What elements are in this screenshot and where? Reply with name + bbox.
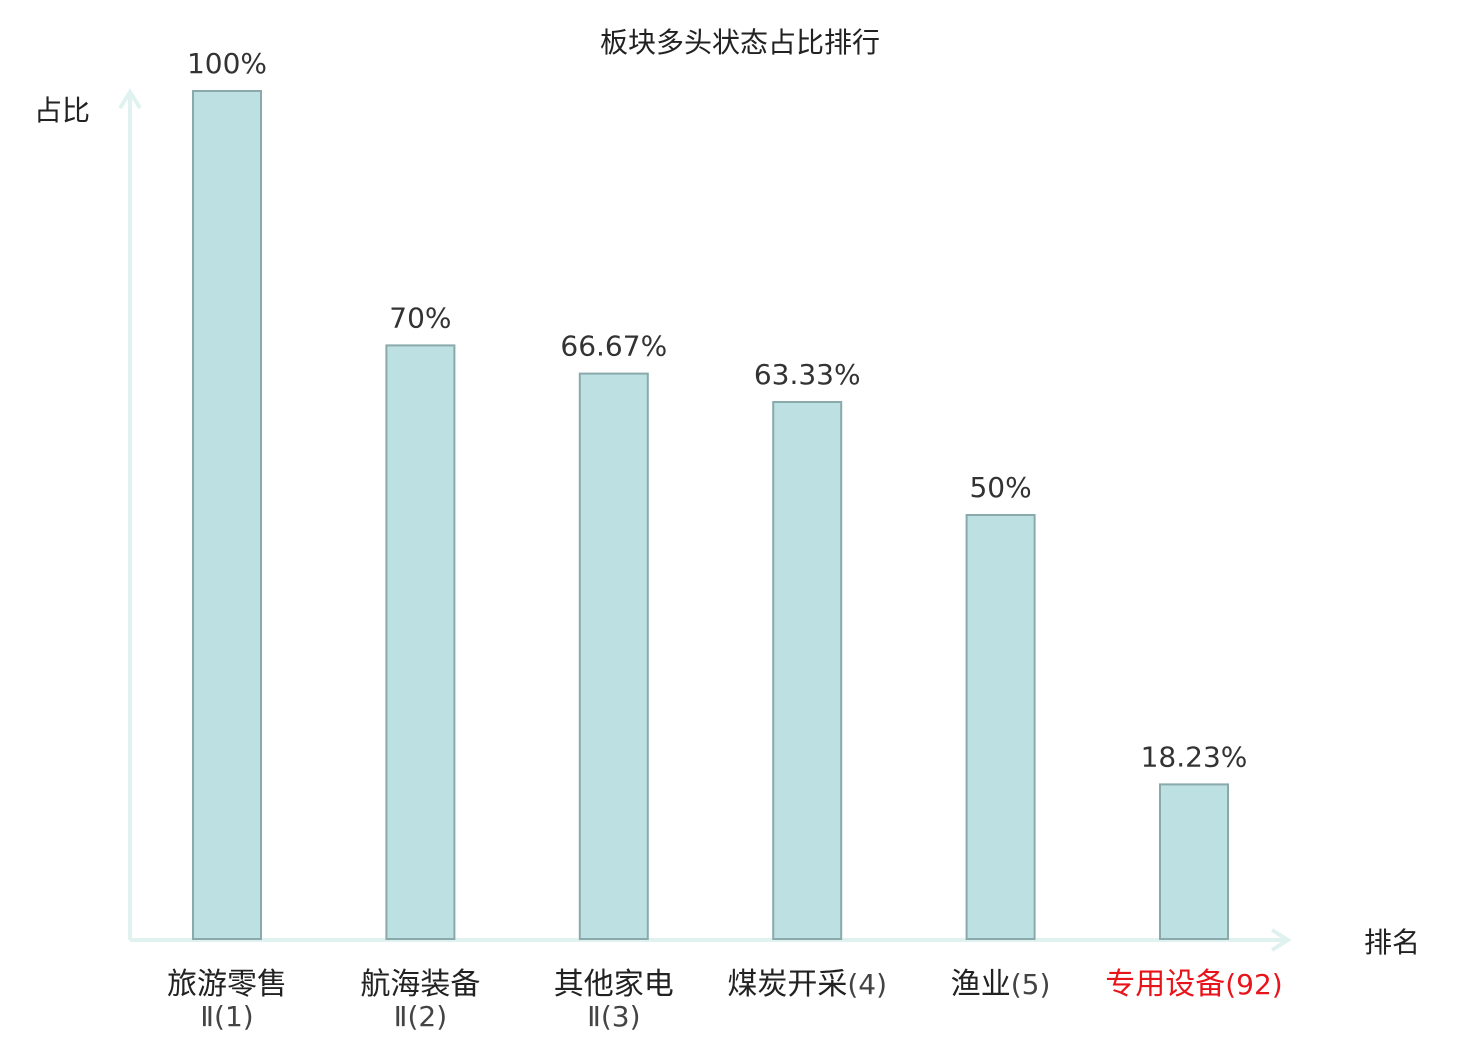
category-rank: Ⅱ(2) [394,1000,447,1033]
bar [385,344,456,940]
value-label: 50% [969,471,1031,504]
value-label: 70% [389,301,451,334]
x-axis-arrow [1270,928,1292,952]
bar [1159,783,1229,941]
value-label: 66.67% [560,330,667,363]
axes [118,88,1292,952]
bar [965,514,1036,940]
category-label: 其他家电 Ⅱ(3) [554,967,674,1033]
category-name: 旅游零售 [167,967,287,1002]
category-labels-group: 旅游零售 Ⅱ(1) 航海装备 Ⅱ(2) 其他家电 Ⅱ(3) 煤炭开采(4) 渔业(5) 专用设备… [167,967,1283,1033]
y-axis-label: 占比 [34,94,90,127]
value-label: 18.23% [1141,740,1248,773]
bar [772,401,843,940]
category-rank: Ⅱ(3) [587,1000,640,1033]
chart-title: 板块多头状态占比排行 [600,26,880,59]
category-rank: (4) [847,968,887,1001]
category-name: 其他家电 [554,967,674,1002]
category-rank: (92) [1225,968,1282,1001]
category-name: 专用设备 [1105,967,1225,1002]
bar [192,90,262,940]
category-label: 专用设备(92) [1105,967,1282,1002]
value-label: 63.33% [754,358,861,391]
y-axis-arrow [118,88,142,110]
category-rank: (5) [1011,968,1051,1001]
category-name: 煤炭开采 [727,967,847,1002]
category-label: 旅游零售 Ⅱ(1) [167,967,287,1033]
category-name: 渔业 [951,967,1011,1002]
x-axis-label: 排名 [1364,926,1420,959]
category-name: 航海装备 [360,967,480,1002]
bar [578,372,649,941]
category-rank: Ⅱ(1) [200,1000,253,1033]
category-label: 渔业(5) [951,967,1051,1002]
value-labels-group: 100% 70% 66.67% 63.33% 50% 18.23% [187,47,1247,773]
category-label: 煤炭开采(4) [727,967,887,1002]
category-label: 航海装备 Ⅱ(2) [360,967,480,1033]
value-label: 100% [187,47,267,80]
bars-group [192,90,1229,941]
